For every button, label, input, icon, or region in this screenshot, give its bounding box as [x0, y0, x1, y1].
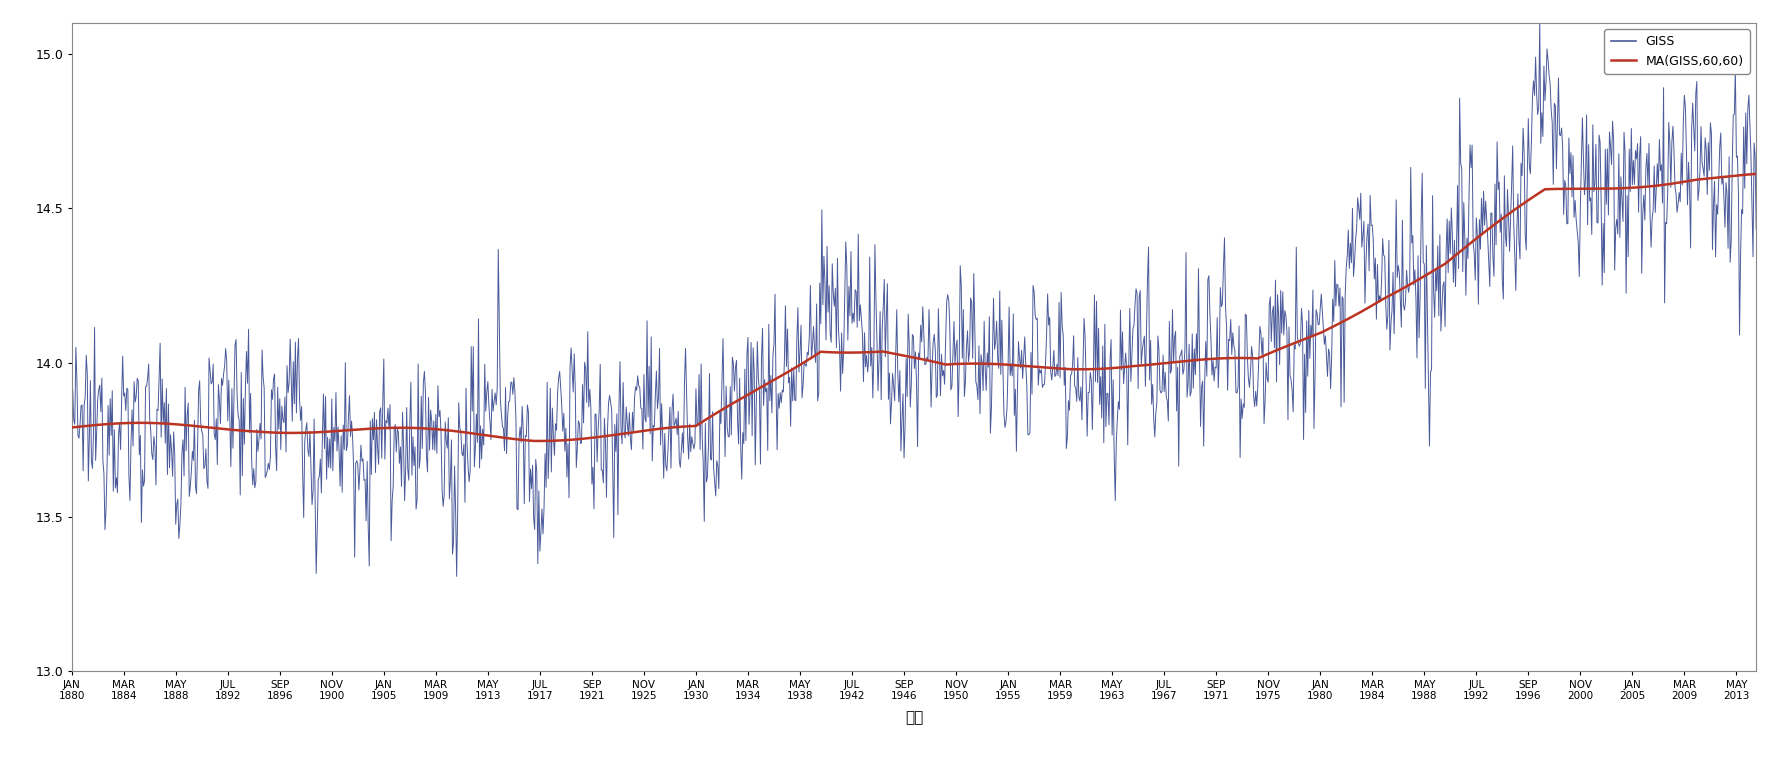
- Legend: GISS, MA(GISS,60,60): GISS, MA(GISS,60,60): [1604, 29, 1751, 74]
- MA(GISS,60,60): [61, 423, 82, 432]
- Line: MA(GISS,60,60): MA(GISS,60,60): [72, 174, 1756, 441]
- MA(GISS,60,60): [278, 428, 299, 437]
- GISS: [278, 388, 299, 397]
- X-axis label: 날짜: 날짜: [905, 710, 923, 725]
- GISS: [1066, 353, 1088, 362]
- GISS: [446, 571, 468, 581]
- GISS: [242, 480, 263, 489]
- MA(GISS,60,60): [1066, 365, 1088, 374]
- MA(GISS,60,60): [556, 436, 577, 445]
- MA(GISS,60,60): [815, 347, 837, 356]
- GISS: [556, 423, 577, 433]
- GISS: [61, 418, 82, 427]
- MA(GISS,60,60): [529, 436, 550, 446]
- MA(GISS,60,60): [1634, 182, 1656, 192]
- GISS: [1529, 16, 1550, 25]
- MA(GISS,60,60): [1745, 169, 1767, 179]
- Line: GISS: GISS: [72, 21, 1756, 576]
- GISS: [815, 336, 837, 345]
- GISS: [1745, 224, 1767, 233]
- MA(GISS,60,60): [242, 427, 263, 436]
- GISS: [1634, 163, 1656, 172]
